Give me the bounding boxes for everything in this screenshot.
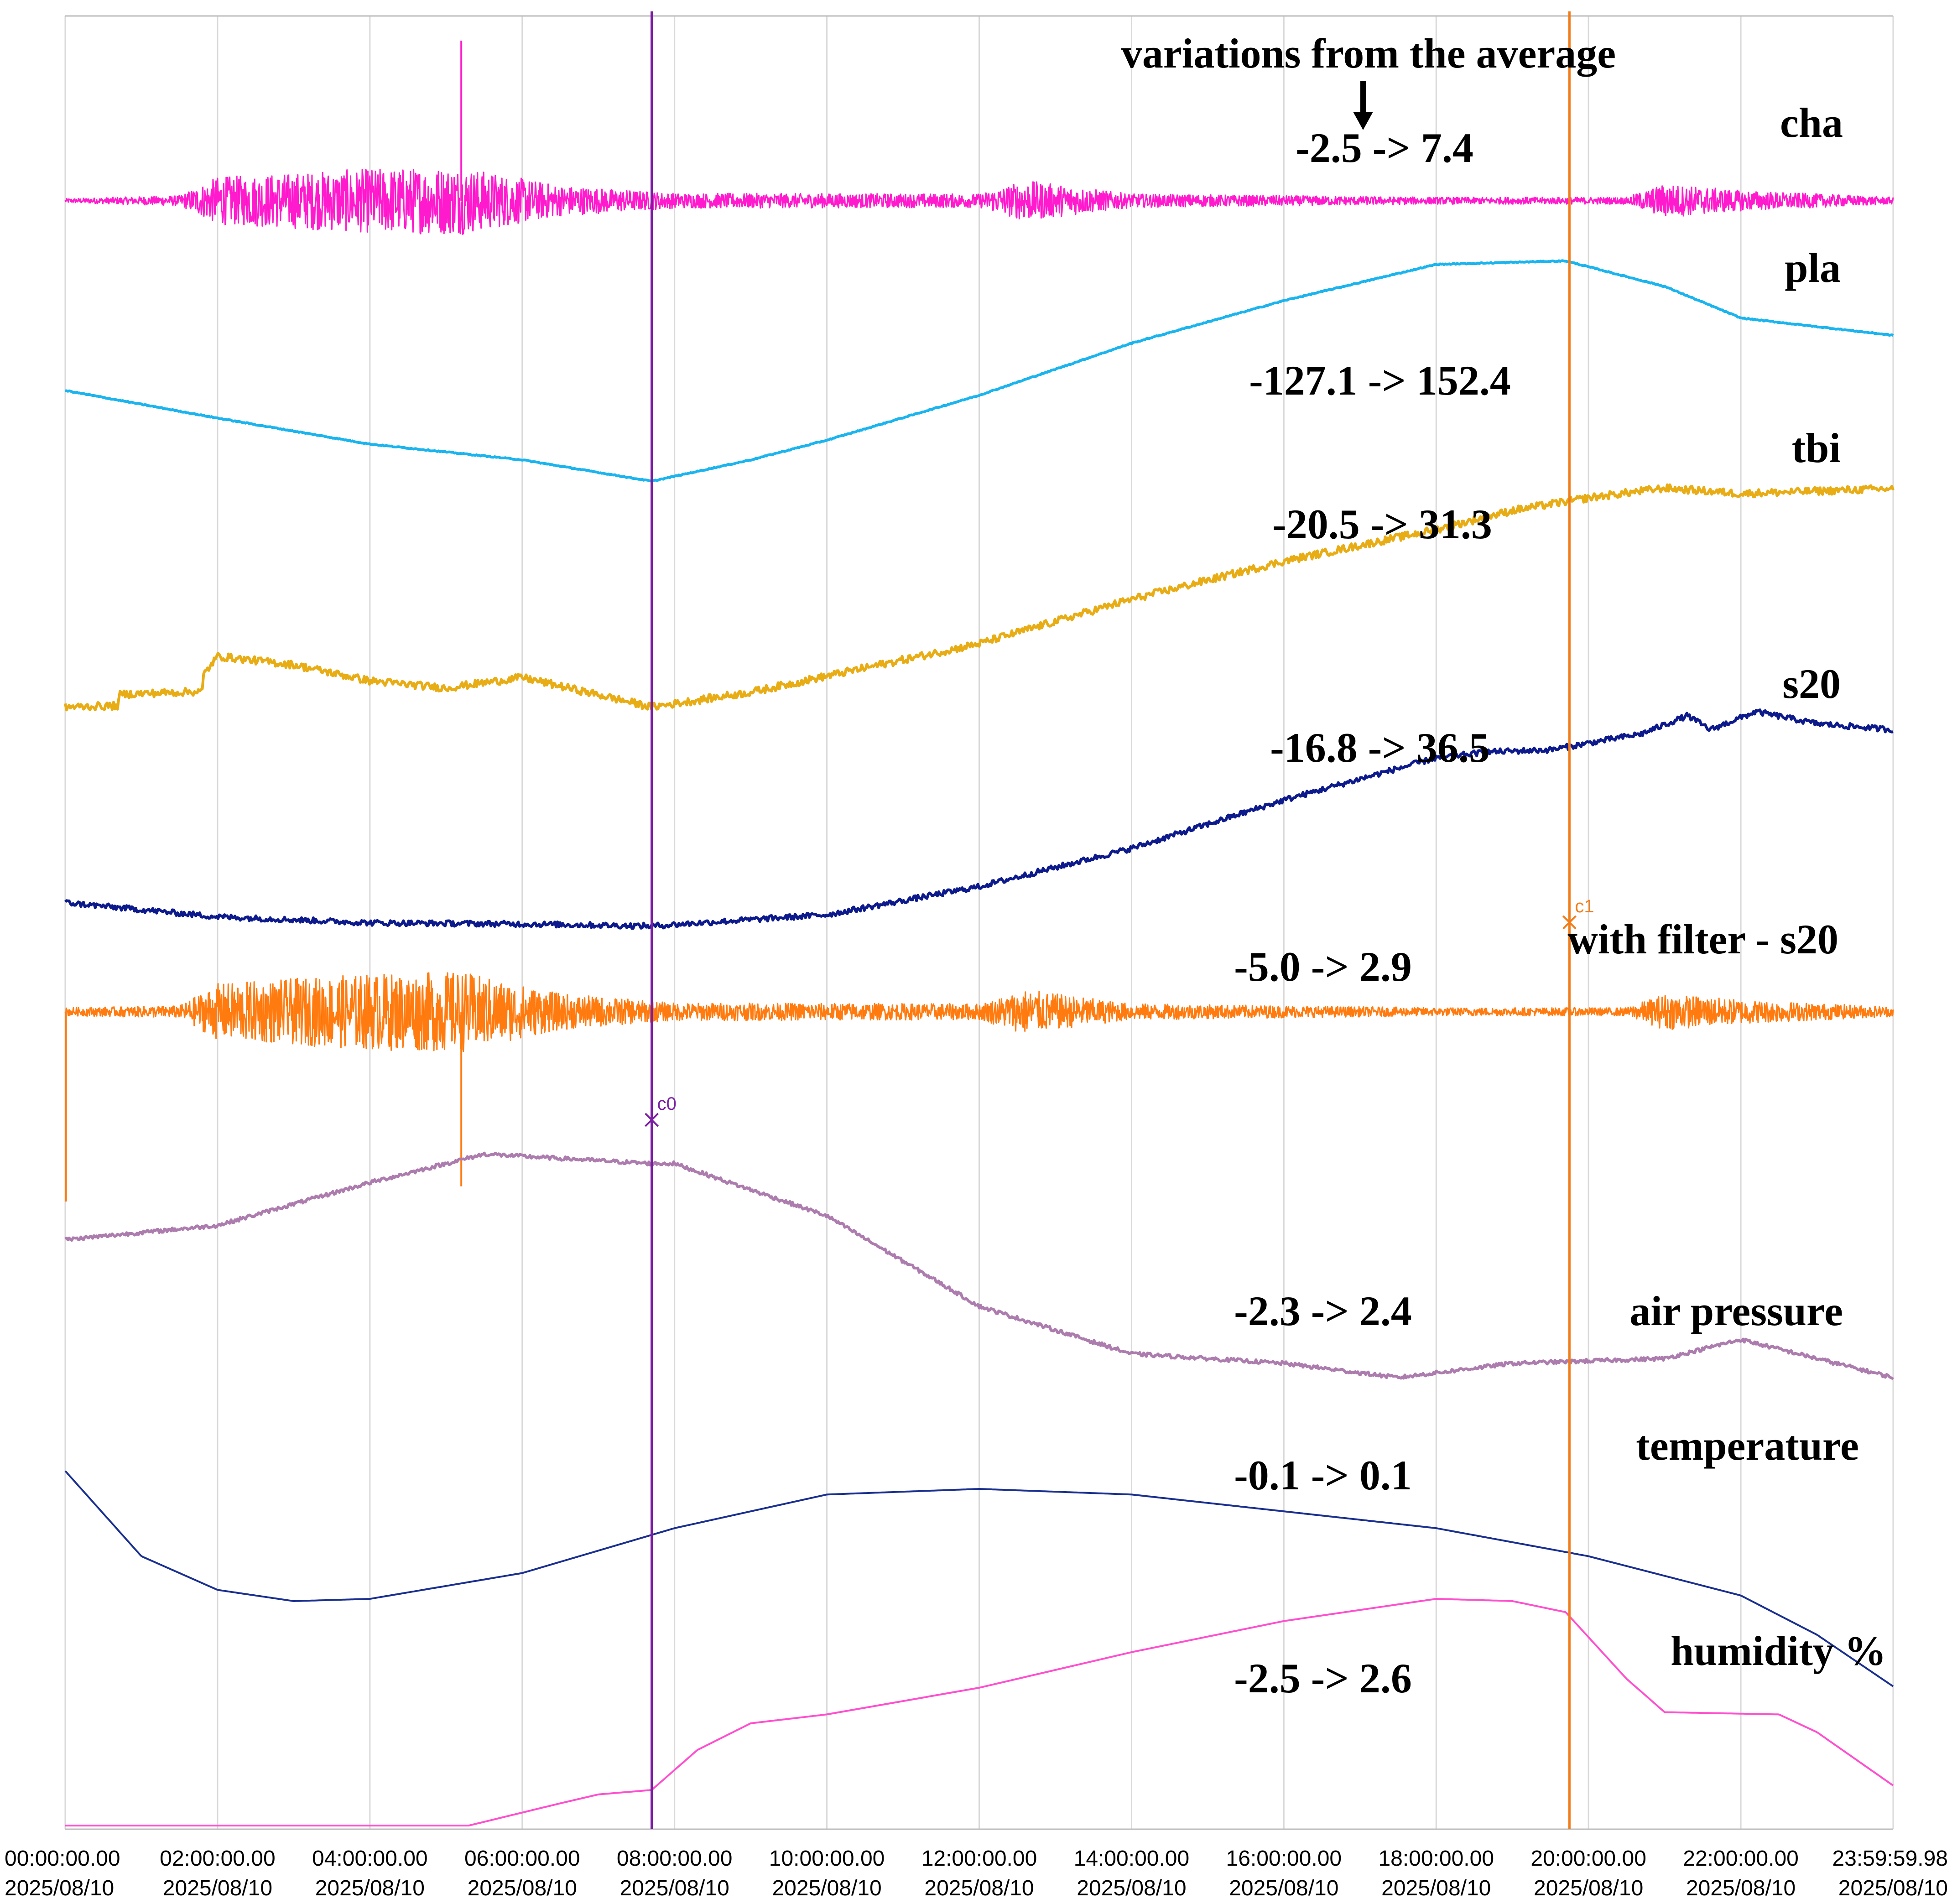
x-tick-time: 23:59:59.98 <box>1832 1847 1948 1871</box>
x-tick-date: 2025/08/10 <box>315 1876 425 1900</box>
series-line-air-pressure <box>64 1151 1894 1380</box>
x-tick-date: 2025/08/10 <box>620 1876 729 1900</box>
series-name-label: temperature <box>1636 1422 1859 1469</box>
x-tick-date: 2025/08/10 <box>468 1876 577 1900</box>
x-tick-date: 2025/08/10 <box>1686 1876 1796 1900</box>
x-tick-time: 04:00:00.00 <box>312 1847 428 1871</box>
series-line-s20 <box>64 708 1894 930</box>
cursor-marker-icon <box>1562 915 1577 930</box>
series-name-label: humidity % <box>1671 1628 1886 1674</box>
x-tick-date: 2025/08/10 <box>1229 1876 1338 1900</box>
series-range-label: -5.0 -> 2.9 <box>1234 943 1412 990</box>
series-range-label: -0.1 -> 0.1 <box>1234 1452 1412 1498</box>
series-name-label: tbi <box>1792 425 1841 471</box>
series-name-label: s20 <box>1782 661 1841 707</box>
x-tick-time: 08:00:00.00 <box>617 1847 733 1871</box>
series-name-label: air pressure <box>1629 1288 1843 1334</box>
series-line-pla <box>65 259 1894 483</box>
series-layer <box>64 41 1895 1826</box>
x-tick-date: 2025/08/10 <box>1381 1876 1491 1900</box>
x-tick-date: 2025/08/10 <box>924 1876 1034 1900</box>
series-line-humidity- <box>65 1598 1894 1826</box>
cursor-layer: c0 c1 <box>645 11 1594 1829</box>
x-tick-date: 2025/08/10 <box>772 1876 881 1900</box>
series-line-tbi <box>64 483 1895 712</box>
series-name-label: cha <box>1780 99 1843 146</box>
series-range-label: -2.3 -> 2.4 <box>1234 1288 1412 1334</box>
chart-title: variations from the average <box>1121 30 1616 77</box>
x-tick-time: 12:00:00.00 <box>921 1847 1037 1871</box>
x-tick-date: 2025/08/10 <box>1077 1876 1186 1900</box>
x-tick-time: 18:00:00.00 <box>1378 1847 1494 1871</box>
series-range-label: -20.5 -> 31.3 <box>1272 501 1492 547</box>
x-tick-time: 14:00:00.00 <box>1074 1847 1190 1871</box>
x-tick-time: 06:00:00.00 <box>464 1847 580 1871</box>
cursor-label-c0: c0 <box>657 1094 677 1114</box>
series-line-with-filter-s20 <box>64 972 1894 1052</box>
series-range-label: -127.1 -> 152.4 <box>1249 357 1511 404</box>
x-tick-date: 2025/08/10 <box>163 1876 272 1900</box>
x-tick-time: 02:00:00.00 <box>160 1847 276 1871</box>
x-tick-date: 2025/08/10 <box>5 1876 114 1900</box>
cursor-label-c1: c1 <box>1575 896 1594 916</box>
series-line-cha <box>64 169 1894 235</box>
x-tick-time: 20:00:00.00 <box>1530 1847 1646 1871</box>
cursor-marker-icon <box>645 1113 659 1127</box>
series-name-label: with filter - s20 <box>1567 916 1838 962</box>
series-range-label: -16.8 -> 36.5 <box>1270 724 1490 771</box>
x-tick-time: 00:00:00.00 <box>5 1847 120 1871</box>
x-tick-date: 2025/08/10 <box>1838 1876 1948 1900</box>
series-range-label: -2.5 -> 2.6 <box>1234 1655 1412 1701</box>
title-arrow-icon <box>1353 81 1373 130</box>
x-tick-date: 2025/08/10 <box>1534 1876 1643 1900</box>
x-tick-time: 10:00:00.00 <box>769 1847 885 1871</box>
x-axis: 00:00:00.00 2025/08/10 02:00:00.00 2025/08/… <box>5 1847 1948 1900</box>
series-name-label: pla <box>1785 245 1841 291</box>
series-range-label: -2.5 -> 7.4 <box>1296 125 1473 171</box>
x-tick-time: 22:00:00.00 <box>1683 1847 1799 1871</box>
series-labels: cha -2.5 -> 7.4 pla -127.1 -> 152.4 tbi -20.5… <box>1234 99 1886 1701</box>
series-line-temperature <box>64 1470 1894 1687</box>
x-tick-time: 16:00:00.00 <box>1226 1847 1342 1871</box>
